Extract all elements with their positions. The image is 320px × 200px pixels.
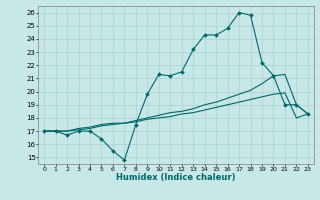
X-axis label: Humidex (Indice chaleur): Humidex (Indice chaleur)	[116, 173, 236, 182]
